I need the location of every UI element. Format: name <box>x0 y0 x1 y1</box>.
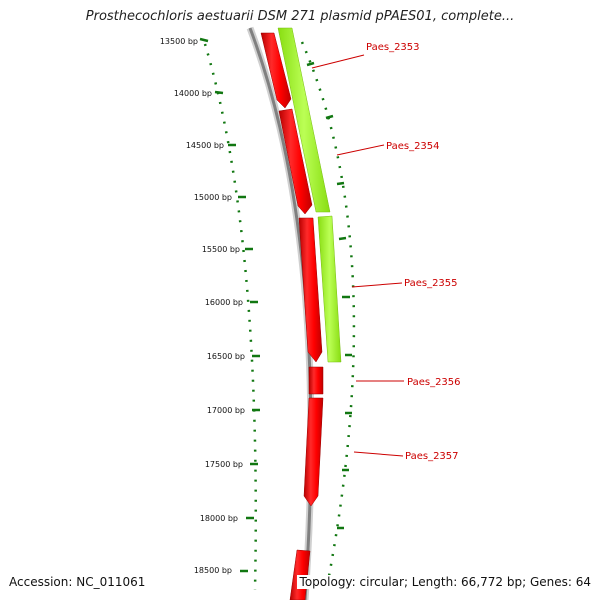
gene-label-paes-2356: Paes_2356 <box>407 377 461 388</box>
map-title: Prosthecochloris aestuarii DSM 271 plasm… <box>85 9 515 24</box>
tick-label: 18000 bp <box>200 514 238 523</box>
cds-arrow <box>298 217 323 363</box>
tick-label: 13500 bp <box>160 37 198 46</box>
gene-labels: Paes_2353 Paes_2354 Paes_2355 Paes_2356 … <box>366 42 461 462</box>
tick-label: 15500 bp <box>202 245 240 254</box>
tick-label: 15000 bp <box>194 193 232 202</box>
tick-label: 14000 bp <box>174 89 212 98</box>
gene-label-paes-2355: Paes_2355 <box>404 278 458 289</box>
cds-arrow <box>303 397 324 507</box>
cds-arrow <box>278 108 313 215</box>
gene-track-segment <box>317 215 342 363</box>
tick-labels: 13500 bp 14000 bp 14500 bp 15000 bp 1550… <box>160 37 245 575</box>
summary-text: Topology: circular; Length: 66,772 bp; G… <box>296 575 594 589</box>
gene-label-paes-2357: Paes_2357 <box>405 451 459 462</box>
gene-label-paes-2353: Paes_2353 <box>366 42 420 53</box>
tick-label: 16000 bp <box>205 298 243 307</box>
tick-label: 18500 bp <box>194 566 232 575</box>
cds-arrow <box>308 366 324 395</box>
outer-ticks <box>306 61 352 530</box>
tick-label: 16500 bp <box>207 352 245 361</box>
gene-label-leaders <box>311 54 404 457</box>
cds-arrow <box>260 32 292 109</box>
tick-label: 17500 bp <box>205 460 243 469</box>
inner-ruler <box>203 43 257 591</box>
tick-label: 17000 bp <box>207 406 245 415</box>
gene-label-paes-2354: Paes_2354 <box>386 141 440 152</box>
gene-track-segment <box>277 27 331 213</box>
tick-label: 14500 bp <box>186 141 224 150</box>
accession-text: Accession: NC_011061 <box>6 575 149 589</box>
inner-ticks <box>199 37 260 573</box>
